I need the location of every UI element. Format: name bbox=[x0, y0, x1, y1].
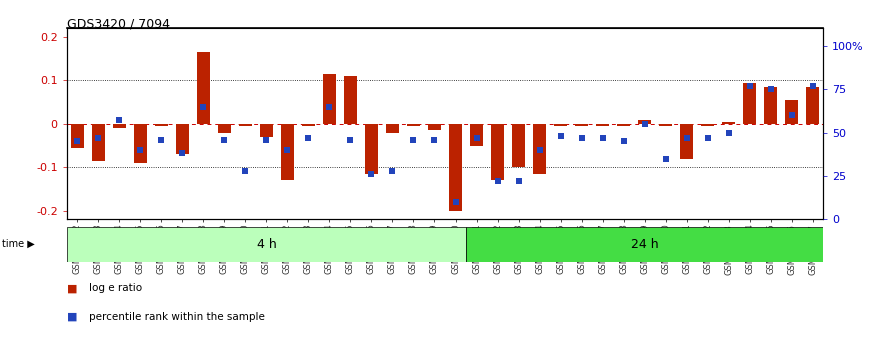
Bar bbox=[618, 124, 630, 126]
Bar bbox=[281, 124, 294, 181]
Bar bbox=[67, 227, 466, 262]
Bar bbox=[71, 124, 84, 148]
Point bbox=[764, 86, 778, 92]
Point bbox=[427, 137, 441, 142]
Bar bbox=[449, 124, 462, 211]
Bar bbox=[344, 76, 357, 124]
Point bbox=[637, 121, 651, 127]
Bar bbox=[638, 120, 651, 124]
Bar bbox=[554, 124, 567, 126]
Bar bbox=[596, 124, 609, 126]
Bar bbox=[408, 124, 420, 126]
Text: time ▶: time ▶ bbox=[2, 239, 35, 249]
Point bbox=[70, 138, 85, 144]
Bar bbox=[92, 124, 105, 161]
Point bbox=[280, 147, 295, 153]
Bar bbox=[176, 124, 189, 154]
Bar bbox=[466, 227, 823, 262]
Point bbox=[617, 138, 631, 144]
Point bbox=[469, 135, 483, 141]
Bar bbox=[197, 52, 210, 124]
Bar bbox=[680, 124, 693, 159]
Bar bbox=[786, 100, 798, 124]
Bar bbox=[513, 124, 525, 167]
Text: ■: ■ bbox=[67, 283, 77, 293]
Bar bbox=[365, 124, 377, 174]
Bar bbox=[155, 124, 167, 126]
Bar bbox=[239, 124, 252, 126]
Point bbox=[722, 130, 736, 136]
Point bbox=[154, 137, 168, 142]
Point bbox=[322, 104, 336, 109]
Point bbox=[449, 199, 463, 205]
Bar bbox=[302, 124, 315, 126]
Point bbox=[134, 147, 148, 153]
Bar bbox=[260, 124, 272, 137]
Bar bbox=[134, 124, 147, 163]
Bar bbox=[723, 122, 735, 124]
Text: GDS3420 / 7094: GDS3420 / 7094 bbox=[67, 18, 170, 31]
Point bbox=[91, 135, 105, 141]
Point bbox=[532, 147, 546, 153]
Point bbox=[554, 133, 568, 139]
Bar bbox=[470, 124, 483, 145]
Bar bbox=[386, 124, 399, 133]
Bar bbox=[428, 124, 441, 130]
Bar bbox=[659, 124, 672, 126]
Point bbox=[239, 168, 253, 174]
Text: log e ratio: log e ratio bbox=[89, 283, 142, 293]
Text: 24 h: 24 h bbox=[631, 238, 659, 251]
Point bbox=[680, 135, 694, 141]
Point bbox=[196, 104, 210, 109]
Point bbox=[175, 150, 190, 156]
Bar bbox=[743, 82, 756, 124]
Point bbox=[259, 137, 273, 142]
Point bbox=[112, 118, 126, 123]
Bar bbox=[113, 124, 125, 128]
Point bbox=[364, 171, 378, 177]
Text: ■: ■ bbox=[67, 312, 77, 321]
Point bbox=[385, 168, 400, 174]
Bar bbox=[806, 87, 819, 124]
Bar bbox=[491, 124, 504, 181]
Point bbox=[574, 135, 588, 141]
Bar bbox=[701, 124, 714, 126]
Text: percentile rank within the sample: percentile rank within the sample bbox=[89, 312, 265, 321]
Point bbox=[785, 112, 799, 118]
Point bbox=[490, 178, 505, 184]
Point bbox=[805, 83, 820, 88]
Point bbox=[595, 135, 610, 141]
Bar bbox=[533, 124, 546, 174]
Point bbox=[407, 137, 421, 142]
Point bbox=[742, 83, 756, 88]
Bar bbox=[323, 74, 336, 124]
Point bbox=[700, 135, 715, 141]
Point bbox=[344, 137, 358, 142]
Point bbox=[659, 156, 673, 161]
Text: 4 h: 4 h bbox=[256, 238, 276, 251]
Point bbox=[217, 137, 231, 142]
Bar bbox=[575, 124, 588, 126]
Bar bbox=[765, 87, 777, 124]
Point bbox=[512, 178, 526, 184]
Point bbox=[302, 135, 316, 141]
Bar bbox=[218, 124, 231, 133]
